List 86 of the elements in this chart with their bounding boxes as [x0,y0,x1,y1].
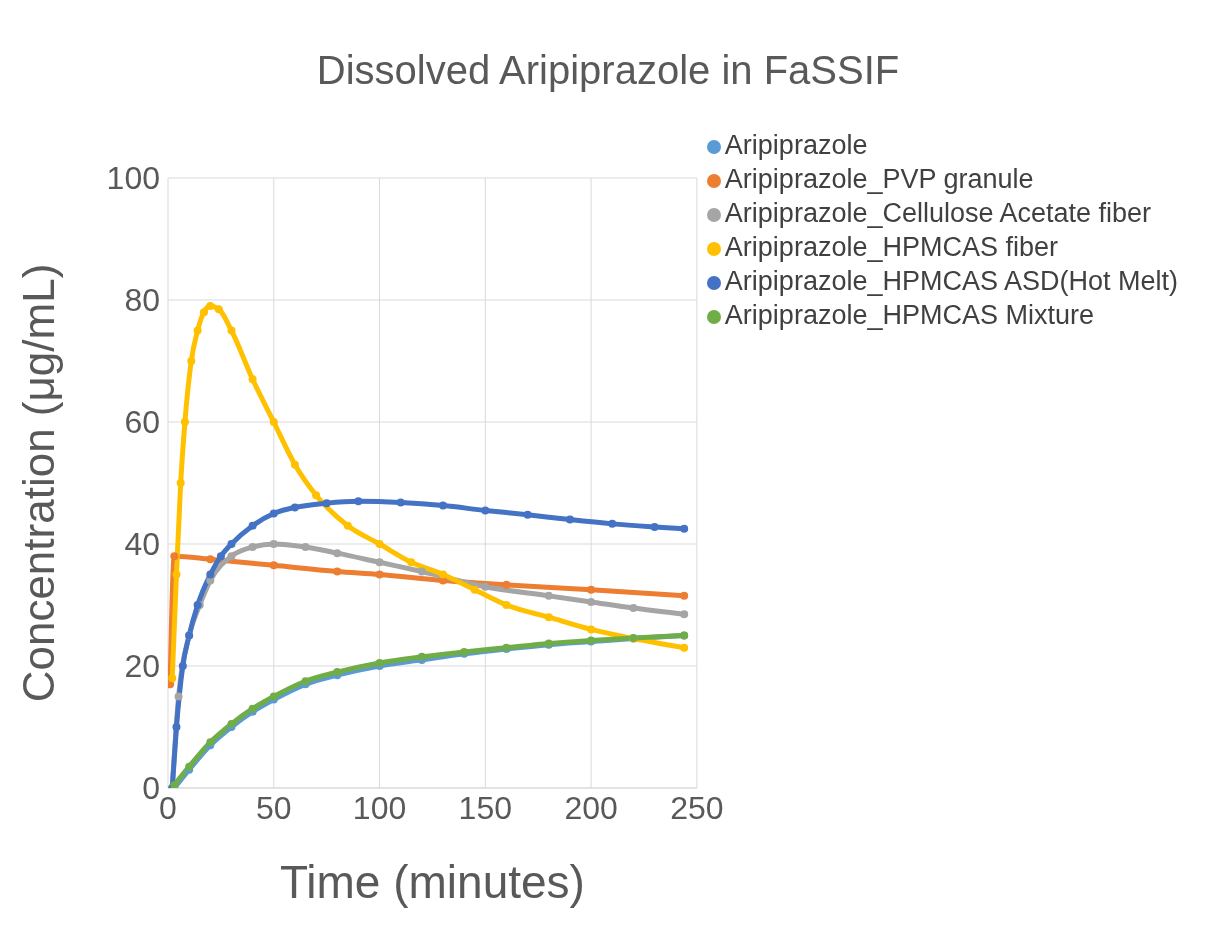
point [216,552,225,561]
point [523,510,532,519]
point [333,567,342,576]
legend-label: Aripiprazole_PVP granule [724,164,1034,194]
point [470,585,479,594]
point [170,780,179,788]
point [375,540,384,548]
point [322,499,331,508]
point [269,418,278,426]
point [396,498,405,507]
y-tick-label: 60 [124,404,160,441]
point [375,658,384,667]
y-tick-label: 100 [106,160,160,197]
point [193,326,202,335]
point [439,576,448,585]
point [629,604,638,613]
point [248,543,257,552]
point [565,515,574,524]
point [187,357,196,365]
point [290,503,299,512]
point [680,610,689,619]
y-tick-label: 40 [124,526,160,563]
x-tick-label: 50 [255,789,292,826]
point [439,570,448,579]
point [168,674,177,683]
y-tick-label: 80 [124,282,160,319]
x-tick-label: 100 [352,789,407,826]
legend-label: Aripiprazole [724,130,868,160]
point [172,723,181,731]
y-axis-title: Concentration (μg/mL) [13,263,63,703]
point [650,522,659,531]
y-tick-label: 20 [124,648,160,685]
point [199,308,208,317]
point [269,509,278,518]
point [206,555,215,564]
point [227,326,236,335]
x-tick-label: 250 [670,789,724,826]
legend-label: Aripiprazole_Cellulose Acetate fiber [724,198,1152,228]
point [206,576,215,585]
point [206,302,215,311]
point [417,567,426,576]
x-tick-label: 150 [458,789,513,826]
point [248,375,257,384]
point [176,479,185,487]
point [227,540,236,548]
point [587,597,596,606]
point [375,570,384,579]
point [178,662,187,670]
point [608,519,617,528]
point [343,521,352,530]
point [407,558,416,567]
point [680,643,689,652]
point [481,582,490,591]
point [180,418,189,426]
point [544,591,553,600]
point [269,540,278,548]
point [227,552,236,561]
point [544,613,553,622]
legend-label: Aripiprazole_HPMCAS Mixture [724,300,1094,330]
point [290,460,299,469]
point [301,543,310,552]
point [206,570,215,579]
point [333,549,342,558]
point [680,591,689,600]
legend-label: Aripiprazole_HPMCAS fiber [724,232,1058,262]
point [227,719,236,728]
point [375,558,384,567]
point [214,305,223,314]
point [172,570,181,579]
point [502,580,511,589]
point [170,552,179,561]
point [439,501,448,510]
chart-title: Dissolved Aripiprazole in FaSSIF [315,47,901,94]
point [312,491,321,500]
point [354,497,363,506]
point [680,524,689,533]
point [248,521,257,530]
point [481,506,490,515]
point [269,561,278,570]
x-axis-title: Time (minutes) [279,856,585,908]
point [174,692,183,701]
point [502,601,511,609]
point [587,625,596,634]
x-tick-label: 200 [564,789,618,826]
legend-label: Aripiprazole_HPMCAS ASD(Hot Melt) [724,266,1178,296]
point [587,585,596,594]
